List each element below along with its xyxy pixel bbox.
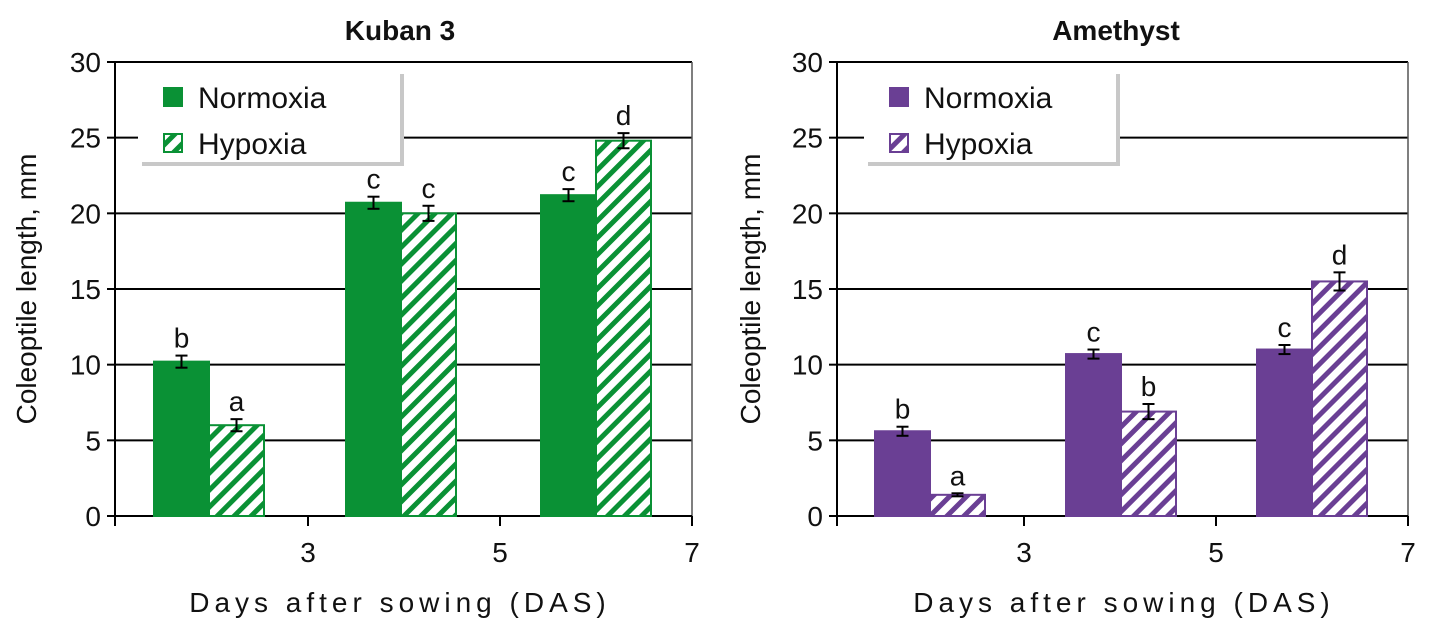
legend-swatch (163, 133, 183, 153)
x-axis-label: Days after sowing (DAS) (913, 587, 1335, 618)
bar (595, 139, 652, 517)
x-axis-label: Days after sowing (DAS) (189, 587, 611, 618)
legend-label: Hypoxia (198, 128, 307, 161)
bar (153, 360, 210, 518)
significance-letter: c (1087, 317, 1101, 348)
bar (400, 212, 457, 517)
significance-letter: b (174, 323, 190, 354)
bar (1311, 280, 1368, 517)
x-tick-label: 5 (1208, 537, 1224, 568)
legend-swatch (163, 87, 183, 107)
significance-letter: c (1278, 312, 1292, 343)
significance-letter: c (422, 173, 436, 204)
bar (208, 424, 265, 518)
y-tick-label: 20 (70, 198, 101, 229)
y-axis-label: Coleoptile length, mm (735, 154, 766, 425)
x-tick-label: 3 (1016, 537, 1032, 568)
legend-swatch (889, 133, 909, 153)
y-tick-label: 15 (70, 274, 101, 305)
y-tick-label: 25 (70, 123, 101, 154)
significance-letter: d (616, 100, 632, 131)
legend-label: Normoxia (924, 82, 1053, 115)
chart-title: Kuban 3 (345, 15, 455, 46)
legend-label: Hypoxia (924, 128, 1033, 161)
bar (1065, 353, 1122, 517)
legend-swatch (889, 87, 909, 107)
x-tick-label: 7 (1400, 537, 1416, 568)
y-tick-label: 25 (792, 123, 823, 154)
legend-label: Normoxia (198, 82, 327, 115)
y-tick-label: 30 (792, 47, 823, 78)
bar (345, 201, 402, 518)
significance-letter: b (1141, 371, 1157, 402)
y-tick-label: 20 (792, 198, 823, 229)
bar (1256, 348, 1313, 517)
chart-title: Amethyst (1052, 15, 1180, 46)
significance-letter: c (367, 164, 381, 195)
x-tick-label: 7 (684, 537, 700, 568)
y-tick-label: 10 (792, 350, 823, 381)
bar (1120, 410, 1177, 517)
bar (540, 194, 597, 517)
bar (874, 430, 931, 517)
significance-letter: d (1332, 239, 1348, 270)
y-tick-label: 5 (807, 425, 823, 456)
y-tick-label: 5 (85, 425, 101, 456)
x-tick-label: 5 (492, 537, 508, 568)
y-tick-label: 0 (807, 501, 823, 532)
significance-letter: c (562, 156, 576, 187)
significance-letter: b (895, 394, 911, 425)
y-tick-label: 30 (70, 47, 101, 78)
significance-letter: a (950, 460, 966, 491)
y-tick-label: 10 (70, 350, 101, 381)
significance-letter: a (229, 386, 245, 417)
y-axis-label: Coleoptile length, mm (11, 154, 42, 425)
bar (929, 493, 986, 517)
x-tick-label: 3 (300, 537, 316, 568)
y-tick-label: 15 (792, 274, 823, 305)
y-tick-label: 0 (85, 501, 101, 532)
